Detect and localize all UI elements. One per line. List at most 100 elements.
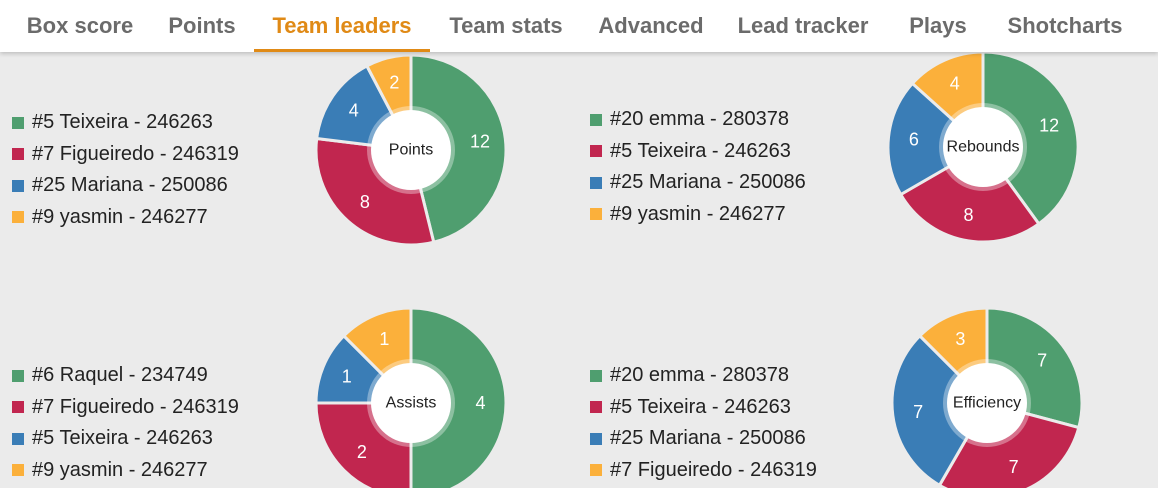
- legend-swatch: [12, 116, 24, 129]
- donut-hole: [371, 363, 451, 443]
- slice-green[interactable]: [981, 50, 1080, 226]
- slice-value-label: 4: [475, 393, 485, 413]
- slice-value-label: 2: [357, 442, 367, 462]
- slice-value-label: 3: [955, 329, 965, 349]
- legend-label: #5 Teixeira - 246263: [32, 111, 213, 134]
- legend-item[interactable]: #9 yasmin - 246277: [12, 202, 239, 234]
- slice-green[interactable]: [409, 306, 508, 488]
- tab-team-stats[interactable]: Team stats: [449, 13, 563, 38]
- slice-orange[interactable]: [364, 53, 413, 151]
- legend-swatch: [12, 369, 24, 382]
- legend-swatch: [590, 401, 602, 414]
- slice-blue[interactable]: [886, 81, 986, 197]
- legend-label: #9 yasmin - 246277: [32, 458, 208, 481]
- slice-red[interactable]: [898, 145, 1041, 244]
- legend-label: #5 Teixeira - 246263: [610, 139, 791, 162]
- donut-center-label: Points: [389, 142, 433, 159]
- legend-item[interactable]: #20 emma - 280378: [590, 104, 806, 136]
- slice-orange[interactable]: [910, 50, 985, 151]
- legend-label: #9 yasmin - 246277: [610, 202, 786, 225]
- donut-center-label: Assists: [386, 395, 437, 412]
- tab-bar: Box score Points Team leaders Team stats…: [0, 0, 1158, 52]
- slice-value-label: 7: [1037, 351, 1047, 371]
- legend-swatch: [590, 113, 602, 126]
- legend-swatch: [590, 208, 602, 221]
- tab-shotcharts[interactable]: Shotcharts: [1007, 13, 1123, 38]
- legend-item[interactable]: #5 Teixeira - 246263: [590, 392, 817, 424]
- legend-item[interactable]: #7 Figueiredo - 246319: [590, 455, 817, 487]
- legend-item[interactable]: #5 Teixeira - 246263: [12, 107, 239, 139]
- slice-value-label: 4: [349, 101, 359, 121]
- donut-inner-ring: [939, 103, 1027, 191]
- slice-value-label: 1: [379, 329, 389, 349]
- legend-label: #25 Mariana - 250086: [32, 174, 228, 197]
- legend-label: #6 Raquel - 234749: [32, 364, 208, 387]
- rebounds-legend: #20 emma - 280378 #5 Teixeira - 246263 #…: [590, 104, 806, 230]
- legend-swatch: [590, 145, 602, 158]
- legend-label: #20 emma - 280378: [610, 108, 790, 131]
- donut-hole: [371, 110, 451, 190]
- slice-red[interactable]: [314, 136, 436, 247]
- slice-value-label: 2: [389, 73, 399, 93]
- tab-plays[interactable]: Plays: [909, 13, 967, 38]
- legend-item[interactable]: #7 Figueiredo - 246319: [12, 139, 239, 171]
- tab-points[interactable]: Points: [168, 13, 236, 38]
- legend-swatch: [12, 148, 24, 161]
- legend-item[interactable]: #9 yasmin - 246277: [12, 455, 239, 487]
- legend-swatch: [590, 432, 602, 445]
- donut-inner-ring: [367, 106, 455, 194]
- points-legend: #5 Teixeira - 246263 #7 Figueiredo - 246…: [12, 107, 239, 233]
- legend-item[interactable]: #20 emma - 280378: [590, 360, 817, 392]
- slice-blue[interactable]: [890, 333, 989, 488]
- legend-swatch: [590, 369, 602, 382]
- slice-blue[interactable]: [314, 333, 415, 405]
- slice-value-label: 6: [909, 130, 919, 150]
- legend-item[interactable]: #25 Mariana - 250086: [12, 170, 239, 202]
- slice-value-label: 12: [1039, 116, 1059, 136]
- legend-swatch: [12, 432, 24, 445]
- legend-label: #7 Figueiredo - 246319: [610, 458, 817, 481]
- legend-item[interactable]: #7 Figueiredo - 246319: [12, 392, 239, 424]
- donut-hole: [943, 107, 1023, 187]
- legend-label: #25 Mariana - 250086: [610, 427, 806, 450]
- slice-value-label: 4: [950, 74, 960, 94]
- efficiency-legend: #20 emma - 280378 #5 Teixeira - 246263 #…: [590, 360, 817, 486]
- slice-green[interactable]: [985, 306, 1084, 430]
- slice-red[interactable]: [937, 401, 1081, 488]
- legend-swatch: [12, 211, 24, 224]
- legend-label: #20 emma - 280378: [610, 364, 790, 387]
- slice-green[interactable]: [409, 53, 508, 245]
- legend-item[interactable]: #9 yasmin - 246277: [590, 199, 806, 231]
- donut-inner-ring: [367, 359, 455, 447]
- legend-swatch: [12, 464, 24, 477]
- tab-box-score[interactable]: Box score: [26, 13, 134, 38]
- tab-advanced[interactable]: Advanced: [598, 13, 704, 38]
- slice-orange[interactable]: [917, 306, 989, 407]
- legend-label: #9 yasmin - 246277: [32, 205, 208, 228]
- donut-inner-ring: [943, 359, 1031, 447]
- slice-red[interactable]: [314, 401, 413, 488]
- legend-item[interactable]: #6 Raquel - 234749: [12, 360, 239, 392]
- slice-value-label: 12: [470, 132, 490, 152]
- legend-swatch: [12, 401, 24, 414]
- legend-swatch: [12, 179, 24, 192]
- donut-hole: [947, 363, 1027, 443]
- legend-item[interactable]: #5 Teixeira - 246263: [12, 423, 239, 455]
- legend-label: #25 Mariana - 250086: [610, 171, 806, 194]
- slice-blue[interactable]: [315, 63, 414, 152]
- tab-team-leaders[interactable]: Team leaders: [254, 0, 430, 52]
- slice-value-label: 1: [342, 366, 352, 386]
- legend-item[interactable]: #5 Teixeira - 246263: [590, 136, 806, 168]
- legend-item[interactable]: #25 Mariana - 250086: [590, 423, 817, 455]
- slice-value-label: 7: [1009, 457, 1019, 477]
- legend-swatch: [590, 176, 602, 189]
- legend-label: #5 Teixeira - 246263: [610, 395, 791, 418]
- slice-orange[interactable]: [341, 306, 413, 407]
- assists-legend: #6 Raquel - 234749 #7 Figueiredo - 24631…: [12, 360, 239, 486]
- slice-value-label: 7: [913, 402, 923, 422]
- legend-item[interactable]: #25 Mariana - 250086: [590, 167, 806, 199]
- slice-value-label: 8: [360, 192, 370, 212]
- slice-value-label: 8: [964, 205, 974, 225]
- tab-lead-tracker[interactable]: Lead tracker: [737, 13, 869, 38]
- legend-label: #7 Figueiredo - 246319: [32, 395, 239, 418]
